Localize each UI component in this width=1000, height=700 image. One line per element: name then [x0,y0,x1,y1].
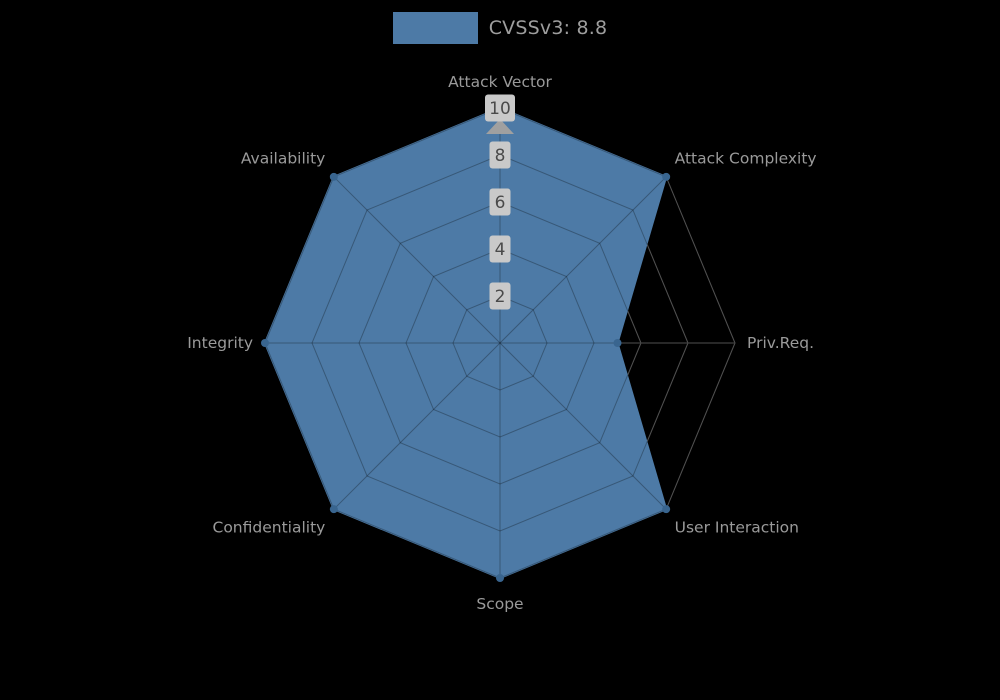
radar-grid-ring-over [358,201,642,485]
axis-label-priv-req-: Priv.Req. [747,334,814,352]
radar-vertex-marker [329,505,338,514]
tick-label: 8 [495,146,506,166]
tick-label: 10 [489,99,511,119]
radar-grid-spoke-over [333,342,501,510]
radar-grid-spoke-over [333,176,501,344]
radar-grid-ring-over [311,154,689,532]
radar-vertex-marker [613,339,622,347]
axis-label-user-interaction: User Interaction [675,519,799,537]
axis-label-integrity: Integrity [187,334,253,352]
axis-label-confidentiality: Confidentiality [213,519,326,537]
radar-vertex-marker [329,172,338,181]
tick-label-box [489,282,511,310]
radar-grid-spoke-over [499,176,667,344]
tick-label-box [489,188,511,216]
axis-label-availability: Availability [241,149,326,167]
axis-label-attack-vector: Attack Vector [448,73,552,91]
legend-swatch [392,12,478,44]
radar-vertex-marker [496,574,504,582]
legend[interactable]: CVSSv3: 8.8 [0,12,1000,44]
legend-label: CVSSv3: 8.8 [488,17,608,39]
radar-grid-ring-over [452,295,548,391]
radar-grid-ring-over [405,248,595,438]
radar-grid-spoke-over [499,342,667,510]
tick-label: 4 [495,240,506,260]
radar-vertex-marker [662,505,671,514]
tick-label: 6 [495,193,506,213]
tick-label-box [485,94,515,122]
radar-vertex-marker [662,172,671,181]
axis-label-scope: Scope [476,595,523,613]
radar-vertex-marker [261,339,269,347]
tick-label-box [489,235,511,263]
tick-label: 2 [495,287,506,307]
axis-label-attack-complexity: Attack Complexity [675,149,817,167]
tick-label-box [489,141,511,169]
axis-arrow-icon [486,119,514,134]
